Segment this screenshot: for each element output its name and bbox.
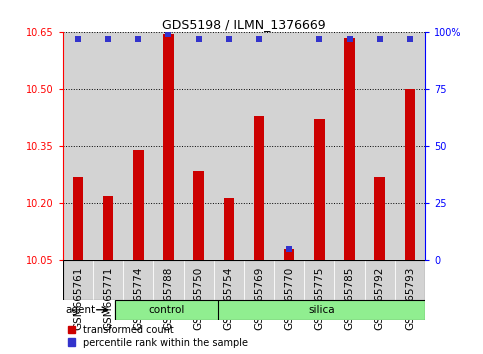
Text: GSM665785: GSM665785 [344, 266, 355, 330]
FancyBboxPatch shape [93, 261, 123, 300]
Bar [93, 32, 123, 261]
Bar [224, 198, 234, 261]
Text: GSM665792: GSM665792 [375, 266, 385, 330]
Bar [395, 32, 425, 261]
Point [134, 36, 142, 41]
Point [346, 36, 354, 41]
Text: GSM665771: GSM665771 [103, 266, 113, 330]
Bar [154, 32, 184, 261]
Bar [314, 120, 325, 261]
FancyBboxPatch shape [184, 261, 213, 300]
FancyBboxPatch shape [154, 261, 184, 300]
Bar [114, 300, 218, 320]
Bar [72, 177, 83, 261]
Point [285, 246, 293, 252]
Text: GSM665761: GSM665761 [73, 266, 83, 330]
Bar [218, 300, 425, 320]
Point [255, 36, 263, 41]
Bar [114, 300, 425, 320]
Text: agent: agent [65, 305, 96, 315]
Text: GSM665770: GSM665770 [284, 266, 294, 330]
Bar [63, 32, 93, 261]
Bar [405, 89, 415, 261]
FancyBboxPatch shape [274, 261, 304, 300]
FancyBboxPatch shape [213, 261, 244, 300]
FancyBboxPatch shape [395, 261, 425, 300]
Text: control: control [148, 305, 185, 315]
Legend: transformed count, percentile rank within the sample: transformed count, percentile rank withi… [68, 325, 248, 348]
Bar [103, 196, 114, 261]
Point [74, 36, 82, 41]
Point [406, 36, 414, 41]
Text: GSM665750: GSM665750 [194, 266, 204, 330]
Bar [213, 32, 244, 261]
Bar [193, 171, 204, 261]
Text: GSM665775: GSM665775 [314, 266, 325, 330]
Bar [254, 116, 264, 261]
Title: GDS5198 / ILMN_1376669: GDS5198 / ILMN_1376669 [162, 18, 326, 31]
Bar [344, 38, 355, 261]
Bar [334, 32, 365, 261]
Text: GSM665788: GSM665788 [163, 266, 173, 330]
Bar [365, 32, 395, 261]
FancyBboxPatch shape [244, 261, 274, 300]
Point [376, 36, 384, 41]
FancyBboxPatch shape [334, 261, 365, 300]
Bar [244, 32, 274, 261]
FancyBboxPatch shape [123, 261, 154, 300]
Bar [304, 32, 334, 261]
Text: GSM665769: GSM665769 [254, 266, 264, 330]
Text: GSM665774: GSM665774 [133, 266, 143, 330]
Bar [374, 177, 385, 261]
Point [225, 36, 233, 41]
Text: silica: silica [308, 305, 335, 315]
Bar [133, 150, 143, 261]
Point [195, 36, 202, 41]
Bar [274, 32, 304, 261]
FancyBboxPatch shape [63, 261, 93, 300]
Bar [184, 32, 213, 261]
Point [104, 36, 112, 41]
Bar [123, 32, 154, 261]
Bar [284, 249, 295, 261]
FancyBboxPatch shape [304, 261, 334, 300]
Point [165, 31, 172, 37]
Text: GSM665793: GSM665793 [405, 266, 415, 330]
Text: GSM665754: GSM665754 [224, 266, 234, 330]
FancyBboxPatch shape [365, 261, 395, 300]
Point [315, 36, 323, 41]
Bar [163, 34, 174, 261]
